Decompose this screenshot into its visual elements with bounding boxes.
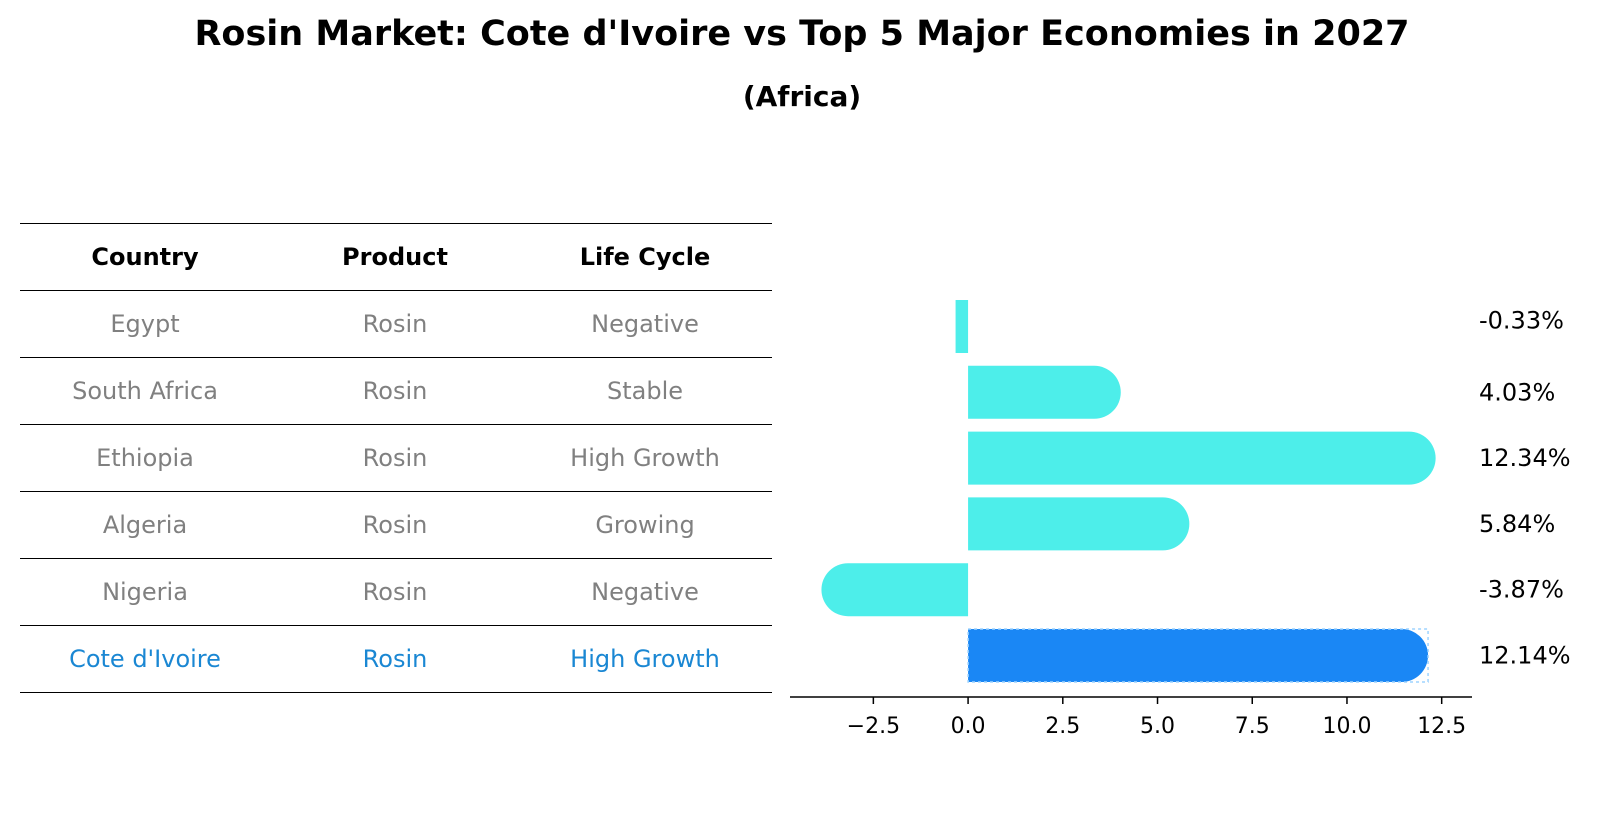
cell-life-cycle: High Growth <box>570 444 720 472</box>
table-row: Nigeria Rosin Negative <box>20 558 772 625</box>
cell-country: Cote d'Ivoire <box>69 645 221 673</box>
chart-subtitle: (Africa) <box>742 80 862 113</box>
value-label: 12.34% <box>1479 444 1571 472</box>
cell-product: Rosin <box>362 377 428 405</box>
cell-product: Rosin <box>362 645 428 673</box>
header-product: Product <box>342 243 448 271</box>
table-row: Egypt Rosin Negative <box>20 290 772 357</box>
x-tick-label: −2.5 <box>847 714 900 739</box>
cell-country: South Africa <box>72 377 218 405</box>
cell-life-cycle: Negative <box>591 578 699 606</box>
x-tick-label: 5.0 <box>1140 714 1175 739</box>
value-label: 4.03% <box>1479 378 1555 406</box>
header-country: Country <box>91 243 199 271</box>
x-tick-label: 12.5 <box>1417 714 1466 739</box>
header-life-cycle: Life Cycle <box>579 243 711 271</box>
value-label: -0.33% <box>1479 307 1564 335</box>
bar <box>968 431 1436 485</box>
cell-product: Rosin <box>362 444 428 472</box>
cell-product: Rosin <box>362 578 428 606</box>
table-row: South Africa Rosin Stable <box>20 357 772 424</box>
bar <box>968 365 1121 419</box>
table-row-highlight: Cote d'Ivoire Rosin High Growth <box>20 625 772 693</box>
bar <box>821 563 969 617</box>
value-label: 12.14% <box>1479 642 1571 670</box>
bar-highlight-outline <box>967 628 1429 683</box>
value-label: -3.87% <box>1479 576 1564 604</box>
bar-highlight <box>968 629 1429 682</box>
bar <box>968 497 1190 551</box>
cell-life-cycle: Negative <box>591 310 699 338</box>
bar <box>955 300 969 353</box>
x-tick-label: 10.0 <box>1322 714 1371 739</box>
x-tick-label: 0.0 <box>951 714 986 739</box>
cell-country: Egypt <box>110 310 180 338</box>
x-tick-label: 7.5 <box>1235 714 1270 739</box>
x-tick-label: 2.5 <box>1045 714 1080 739</box>
cell-country: Algeria <box>102 511 188 539</box>
table-header-row: Country Product Life Cycle <box>20 223 772 290</box>
cell-country: Nigeria <box>102 578 188 606</box>
cell-life-cycle: Stable <box>606 377 684 405</box>
cell-product: Rosin <box>362 310 428 338</box>
table-row: Ethiopia Rosin High Growth <box>20 424 772 491</box>
cell-product: Rosin <box>362 511 428 539</box>
cell-life-cycle: Growing <box>595 511 695 539</box>
cell-life-cycle: High Growth <box>570 645 720 673</box>
cell-country: Ethiopia <box>96 444 194 472</box>
chart-title: Rosin Market: Cote d'Ivoire vs Top 5 Maj… <box>194 14 1410 54</box>
table-row: Algeria Rosin Growing <box>20 491 772 558</box>
country-table: Country Product Life Cycle Egypt Rosin N… <box>20 223 772 693</box>
value-label: 5.84% <box>1479 510 1555 538</box>
